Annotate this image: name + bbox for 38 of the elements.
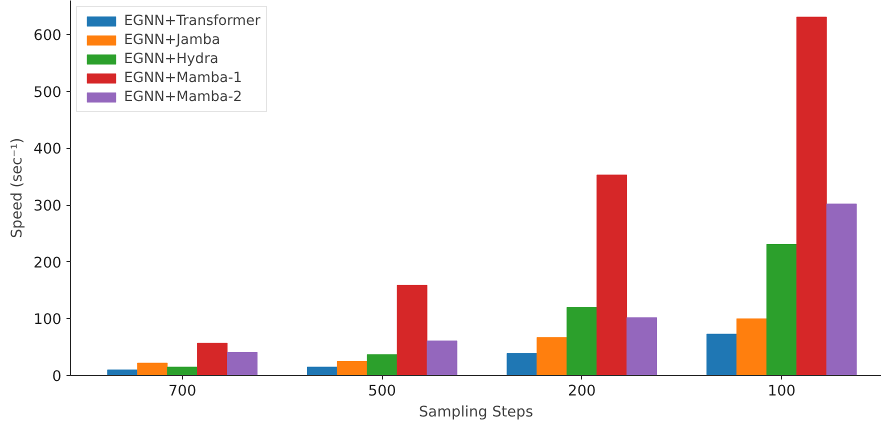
bar: [197, 342, 228, 376]
bar: [706, 334, 737, 376]
y-tick-label: 400: [34, 140, 62, 158]
legend-label: EGNN+Mamba-1: [124, 70, 242, 86]
bar: [167, 366, 198, 376]
y-axis-title: Speed (sec⁻¹): [8, 138, 26, 238]
y-tick-label: 200: [34, 254, 62, 272]
x-tick-label: 200: [568, 382, 596, 400]
bar: [366, 354, 398, 376]
x-tick-label: 500: [368, 382, 396, 400]
y-tick-label: 300: [34, 198, 62, 215]
bar: [566, 307, 598, 376]
bar: [426, 340, 458, 376]
bar: [137, 362, 168, 376]
y-tick-label: 0: [52, 368, 62, 385]
y-tick-label: 100: [34, 311, 62, 328]
bar: [736, 318, 767, 376]
bar: [536, 337, 568, 376]
y-tick-label: 600: [34, 27, 62, 44]
bar: [336, 361, 368, 376]
bar: [107, 370, 138, 376]
legend-label: EGNN+Transformer: [124, 13, 260, 29]
bar: [596, 174, 628, 376]
legend-label: EGNN+Hydra: [124, 51, 218, 67]
bar: [227, 352, 258, 376]
bar: [796, 16, 827, 376]
bar: [506, 353, 538, 376]
x-tick-label: 100: [768, 382, 796, 400]
bar: [626, 317, 658, 376]
x-tick-label: 700: [168, 382, 196, 400]
bar: [766, 244, 797, 376]
x-axis-title: Sampling Steps: [418, 404, 534, 420]
y-tick-label: 500: [34, 84, 62, 101]
bar: [396, 284, 428, 376]
legend-label: EGNN+Jamba: [124, 32, 220, 48]
legend-label: EGNN+Mamba-2: [124, 89, 242, 105]
bar: [826, 204, 857, 376]
bar: [306, 366, 338, 376]
